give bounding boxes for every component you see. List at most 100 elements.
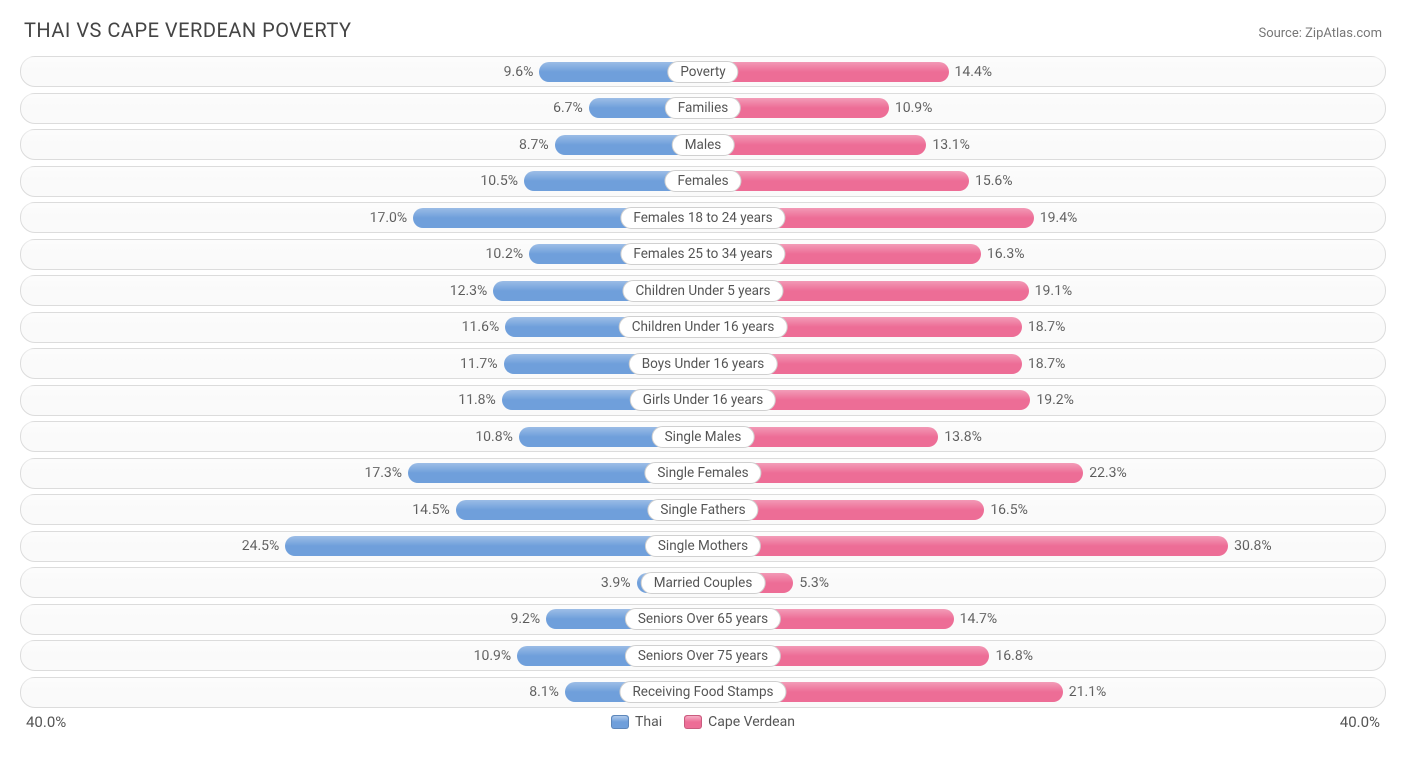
row-right-half: 14.7% bbox=[703, 605, 1385, 634]
row-left-half: 17.3% bbox=[21, 459, 703, 488]
left-value: 6.7% bbox=[553, 100, 583, 116]
row-left-half: 11.6% bbox=[21, 313, 703, 342]
left-value: 10.9% bbox=[474, 648, 512, 664]
row-left-half: 3.9% bbox=[21, 568, 703, 597]
legend-swatch-thai bbox=[611, 715, 629, 729]
category-label: Females 18 to 24 years bbox=[620, 207, 785, 229]
row-right-half: 22.3% bbox=[703, 459, 1385, 488]
left-value: 8.1% bbox=[529, 684, 559, 700]
right-value: 16.5% bbox=[990, 502, 1028, 518]
row-right-half: 21.1% bbox=[703, 678, 1385, 707]
category-label: Females bbox=[664, 170, 741, 192]
row-left-half: 6.7% bbox=[21, 94, 703, 123]
chart-row: 10.8%13.8%Single Males bbox=[20, 421, 1386, 452]
right-value: 14.7% bbox=[960, 611, 998, 627]
row-right-half: 13.8% bbox=[703, 422, 1385, 451]
chart-row: 6.7% 10.9% Families bbox=[20, 93, 1386, 124]
legend-swatch-cape-verdean bbox=[684, 715, 702, 729]
legend-label: Cape Verdean bbox=[708, 714, 795, 730]
row-left-half: 17.0% bbox=[21, 203, 703, 232]
left-value: 17.0% bbox=[370, 210, 408, 226]
row-right-half: 19.4% bbox=[703, 203, 1385, 232]
right-value: 10.9% bbox=[895, 100, 933, 116]
left-value: 3.9% bbox=[601, 575, 631, 591]
right-bar bbox=[703, 536, 1228, 556]
chart-row: 9.2% 14.7% Seniors Over 65 years bbox=[20, 604, 1386, 635]
right-bar bbox=[703, 135, 926, 155]
row-right-half: 15.6% bbox=[703, 167, 1385, 196]
axis-label-right: 40.0% bbox=[1340, 713, 1380, 731]
axis-label-left: 40.0% bbox=[26, 713, 66, 731]
category-label: Families bbox=[665, 97, 741, 119]
left-value: 14.5% bbox=[412, 502, 450, 518]
category-label: Females 25 to 34 years bbox=[620, 243, 785, 265]
category-label: Boys Under 16 years bbox=[629, 353, 778, 375]
left-value: 9.2% bbox=[510, 611, 540, 627]
chart-row: 11.8%19.2%Girls Under 16 years bbox=[20, 385, 1386, 416]
chart-row: 11.7% 18.7% Boys Under 16 years bbox=[20, 348, 1386, 379]
chart-row: 10.2% 16.3% Females 25 to 34 years bbox=[20, 239, 1386, 270]
category-label: Seniors Over 75 years bbox=[625, 645, 781, 667]
row-right-half: 19.1% bbox=[703, 276, 1385, 305]
right-value: 18.7% bbox=[1028, 356, 1066, 372]
category-label: Children Under 5 years bbox=[623, 280, 784, 302]
left-value: 10.5% bbox=[480, 173, 518, 189]
right-value: 22.3% bbox=[1089, 465, 1127, 481]
category-label: Single Fathers bbox=[647, 499, 758, 521]
chart-row: 8.7% 13.1% Males bbox=[20, 129, 1386, 160]
chart-row: 3.9%5.3%Married Couples bbox=[20, 567, 1386, 598]
right-value: 19.4% bbox=[1040, 210, 1078, 226]
row-left-half: 8.1% bbox=[21, 678, 703, 707]
legend-item-cape-verdean: Cape Verdean bbox=[684, 714, 795, 730]
category-label: Children Under 16 years bbox=[619, 316, 788, 338]
chart-header: THAI VS CAPE VERDEAN POVERTY Source: Zip… bbox=[20, 18, 1386, 42]
right-value: 13.1% bbox=[932, 137, 970, 153]
row-left-half: 10.2% bbox=[21, 240, 703, 269]
right-bar bbox=[703, 171, 969, 191]
right-bar bbox=[703, 62, 949, 82]
left-value: 9.6% bbox=[504, 64, 534, 80]
row-left-half: 12.3% bbox=[21, 276, 703, 305]
row-left-half: 8.7% bbox=[21, 130, 703, 159]
right-value: 16.8% bbox=[995, 648, 1033, 664]
right-value: 19.1% bbox=[1035, 283, 1073, 299]
row-right-half: 13.1% bbox=[703, 130, 1385, 159]
left-bar bbox=[285, 536, 703, 556]
chart-row: 10.5% 15.6%Females bbox=[20, 166, 1386, 197]
chart-row: 24.5% 30.8% Single Mothers bbox=[20, 531, 1386, 562]
row-left-half: 14.5% bbox=[21, 495, 703, 524]
chart-row: 10.9% 16.8% Seniors Over 75 years bbox=[20, 640, 1386, 671]
left-value: 10.2% bbox=[486, 246, 524, 262]
category-label: Girls Under 16 years bbox=[630, 389, 776, 411]
row-left-half: 9.6% bbox=[21, 57, 703, 86]
row-right-half: 14.4% bbox=[703, 57, 1385, 86]
chart-row: 14.5% 16.5% Single Fathers bbox=[20, 494, 1386, 525]
right-value: 16.3% bbox=[987, 246, 1025, 262]
row-right-half: 30.8% bbox=[703, 532, 1385, 561]
chart-row: 8.1% 21.1% Receiving Food Stamps bbox=[20, 677, 1386, 708]
left-value: 8.7% bbox=[519, 137, 549, 153]
chart-row: 11.6%18.7%Children Under 16 years bbox=[20, 312, 1386, 343]
row-right-half: 16.3% bbox=[703, 240, 1385, 269]
category-label: Single Females bbox=[644, 462, 761, 484]
right-value: 30.8% bbox=[1234, 538, 1272, 554]
chart-source: Source: ZipAtlas.com bbox=[1258, 26, 1382, 41]
category-label: Males bbox=[672, 134, 735, 156]
diverging-bar-chart: 9.6%14.4%Poverty6.7%10.9%Families8.7%13.… bbox=[20, 56, 1386, 708]
right-value: 13.8% bbox=[944, 429, 982, 445]
row-left-half: 24.5% bbox=[21, 532, 703, 561]
right-value: 21.1% bbox=[1069, 684, 1107, 700]
row-left-half: 9.2% bbox=[21, 605, 703, 634]
left-value: 11.7% bbox=[460, 356, 498, 372]
category-label: Married Couples bbox=[641, 572, 766, 594]
row-right-half: 18.7% bbox=[703, 349, 1385, 378]
row-right-half: 18.7% bbox=[703, 313, 1385, 342]
left-value: 11.8% bbox=[458, 392, 496, 408]
category-label: Seniors Over 65 years bbox=[625, 608, 781, 630]
category-label: Receiving Food Stamps bbox=[619, 681, 786, 703]
row-left-half: 10.9% bbox=[21, 641, 703, 670]
row-left-half: 10.8% bbox=[21, 422, 703, 451]
row-right-half: 10.9% bbox=[703, 94, 1385, 123]
category-label: Single Mothers bbox=[645, 535, 761, 557]
chart-footer: 40.0% Thai Cape Verdean 40.0% bbox=[20, 713, 1386, 731]
